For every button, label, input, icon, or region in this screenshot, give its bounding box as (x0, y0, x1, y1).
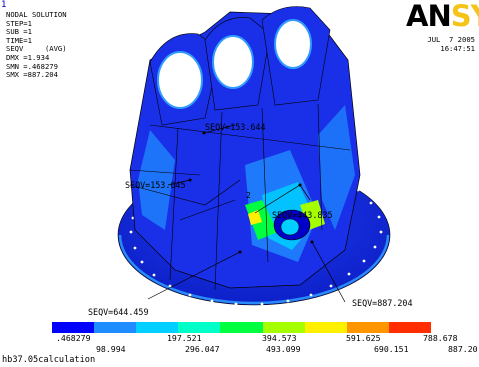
callout-center: SEQV=443.835 (272, 210, 333, 220)
stress-patch-high (245, 200, 278, 240)
legend-labels: .468279 197.521 394.573 591.625 788.678 … (0, 333, 479, 355)
legend-swatch-0 (52, 322, 95, 333)
plot-date: JUL 7 2005 (427, 35, 475, 44)
info-line-smx: SMX =887.204 (6, 70, 58, 80)
info-title: NODAL SOLUTION (6, 10, 67, 19)
legend-swatch-2 (136, 322, 179, 333)
stress-patch-right (318, 105, 355, 230)
legend-swatch-7 (346, 322, 389, 333)
legend-label: 98.994 (96, 344, 126, 354)
legend-label: 591.625 (346, 333, 381, 343)
info-line-dmx: DMX =1.934 (6, 52, 50, 62)
legend-swatch-3 (178, 322, 221, 333)
nodal-solution-info: NODAL SOLUTION STEP=1 SUB =1 TIME=1 SEQV… (6, 10, 67, 80)
callout-bottom-right: SEQV=887.204 (352, 298, 413, 308)
legend-label: 493.099 (266, 344, 301, 354)
mesh-edges (129, 103, 351, 291)
window-number: 1 (1, 0, 7, 10)
stress-patch-left (138, 130, 175, 230)
plot-time: 16:47:51 (440, 43, 475, 53)
legend-label: 296.047 (185, 344, 220, 354)
legend-label: 690.151 (374, 344, 409, 354)
info-line-sub: SUB =1 (6, 27, 32, 37)
legend-swatch-1 (94, 322, 137, 333)
callout-top-center: SEQV=153.644 (205, 122, 266, 132)
bore-inner (280, 218, 300, 236)
callout-bottom-left: SEQV=644.459 (88, 307, 149, 317)
info-line-time: TIME=1 (6, 35, 32, 45)
node-number-label: 2 (246, 191, 251, 200)
timestamp-block: JUL 7 2005 16:47:51 (427, 35, 475, 53)
stress-patch-peak (300, 200, 325, 230)
legend-swatch-4 (220, 322, 263, 333)
stress-legend-bar (52, 322, 431, 333)
plot-caption: hb37.05calculation (2, 355, 96, 365)
flange-rim-highlight (118, 234, 390, 305)
callout-left: SEQV=153.645 (125, 180, 186, 190)
ansys-logo: ANSY (406, 0, 479, 33)
node-markers (188, 131, 314, 254)
info-line-seqv: SEQV (AVG) (6, 44, 67, 54)
legend-label: 887.20 (448, 344, 478, 354)
legend-label: .468279 (56, 333, 91, 343)
legend-swatch-8 (388, 322, 431, 333)
info-line-smn: SMN =.468279 (6, 61, 58, 71)
stress-patch-yellow (248, 210, 262, 225)
legend-label: 394.573 (262, 333, 297, 343)
legend-swatch-5 (262, 322, 305, 333)
lifting-lugs (149, 6, 331, 126)
legend-label: 788.678 (423, 333, 458, 343)
legend-swatch-6 (304, 322, 347, 333)
legend-label: 197.521 (167, 333, 202, 343)
info-line-step: STEP=1 (6, 18, 32, 28)
